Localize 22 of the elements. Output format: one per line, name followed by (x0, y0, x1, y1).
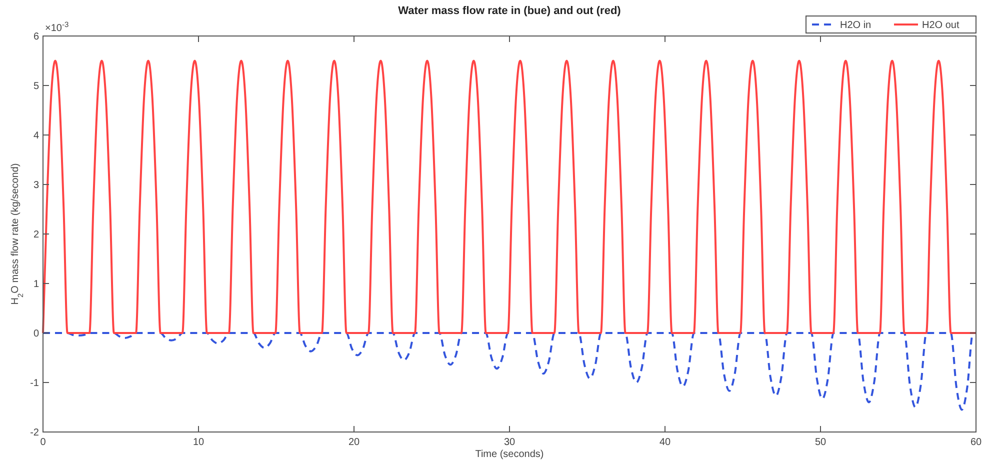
chart-title: Water mass flow rate in (bue) and out (red) (398, 5, 622, 17)
x-tick-label: 60 (970, 437, 982, 448)
y-tick-label: 4 (33, 130, 40, 142)
legend-label: H2O in (840, 20, 872, 31)
legend-label: H2O out (922, 20, 960, 31)
x-tick-label: 30 (504, 437, 516, 448)
x-axis-title: Time (seconds) (475, 449, 544, 460)
y-tick-label: 0 (33, 328, 40, 340)
y-tick-label: 5 (33, 81, 40, 92)
y-tick-label: -2 (30, 428, 40, 438)
y-tick-label: 3 (33, 180, 40, 191)
x-tick-label: 20 (348, 437, 360, 448)
x-tick-label: 0 (40, 437, 46, 448)
y-tick-label: 6 (33, 32, 40, 42)
x-tick-label: 10 (192, 437, 204, 448)
y-tick-label: -1 (30, 378, 40, 389)
x-tick-label: 50 (814, 437, 826, 448)
y-tick-label: 1 (33, 279, 40, 290)
y-tick-label: 2 (33, 230, 40, 240)
line-series (42, 60, 977, 334)
x-tick-label: 40 (659, 437, 671, 448)
text: ×10$^{-3}$ (45, 20, 69, 34)
